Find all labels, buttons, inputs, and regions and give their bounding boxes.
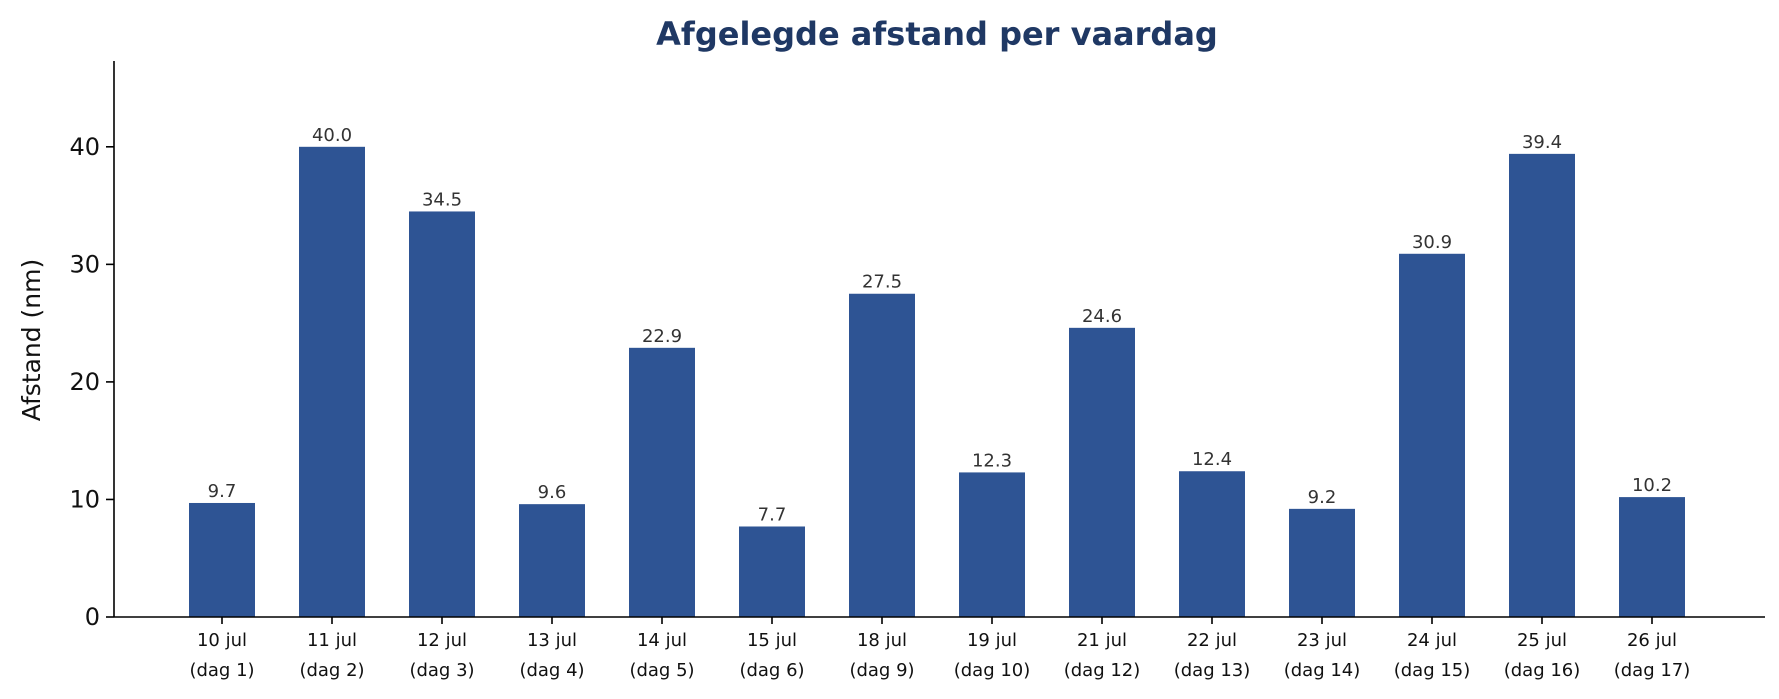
bar	[739, 526, 805, 617]
x-tick-sublabel: (dag 1)	[189, 660, 254, 681]
bar	[299, 146, 365, 617]
x-tick-sublabel: (dag 14)	[1284, 660, 1361, 681]
bar	[189, 502, 255, 617]
bar	[409, 211, 475, 618]
bar	[1179, 471, 1245, 617]
data-label: 24.6	[1082, 306, 1122, 327]
y-tick-label: 10	[69, 485, 100, 513]
x-tick-label: 24 jul	[1407, 630, 1457, 651]
x-tick-sublabel: (dag 3)	[409, 660, 474, 681]
x-tick-label: 15 jul	[747, 630, 797, 651]
x-tick-sublabel: (dag 4)	[519, 660, 584, 681]
chart-title: Afgelegde afstand per vaardag	[656, 15, 1218, 53]
bar	[519, 504, 585, 617]
x-tick-sublabel: (dag 5)	[629, 660, 694, 681]
x-tick-sublabel: (dag 10)	[954, 660, 1031, 681]
x-tick-sublabel: (dag 16)	[1504, 660, 1581, 681]
x-tick-sublabel: (dag 6)	[739, 660, 804, 681]
data-label: 34.5	[422, 189, 462, 210]
y-axis-label: Afstand (nm)	[17, 259, 46, 422]
x-tick-label: 21 jul	[1077, 630, 1127, 651]
plot-area: 0 10 20 30 40 9.7 10 jul (dag 1) 40.0 11 jul (dag …	[69, 125, 1690, 681]
x-tick-label: 23 jul	[1297, 630, 1347, 651]
data-label: 10.2	[1632, 475, 1672, 496]
data-label: 30.9	[1412, 232, 1452, 253]
x-tick-label: 19 jul	[967, 630, 1017, 651]
x-tick-label: 25 jul	[1517, 630, 1567, 651]
x-tick-label: 22 jul	[1187, 630, 1237, 651]
x-tick-label: 11 jul	[307, 630, 357, 651]
data-label: 40.0	[312, 125, 352, 146]
bar	[629, 347, 695, 617]
data-label: 9.2	[1308, 487, 1337, 508]
x-tick-label: 13 jul	[527, 630, 577, 651]
x-tick-label: 10 jul	[197, 630, 247, 651]
x-tick-label: 26 jul	[1627, 630, 1677, 651]
bar	[1399, 253, 1465, 617]
data-label: 9.7	[208, 481, 237, 502]
bar	[1509, 153, 1575, 617]
x-tick-sublabel: (dag 9)	[849, 660, 914, 681]
x-tick-sublabel: (dag 12)	[1064, 660, 1141, 681]
y-tick-label: 40	[69, 133, 100, 161]
x-tick-sublabel: (dag 15)	[1394, 660, 1471, 681]
x-tick-sublabel: (dag 17)	[1614, 660, 1691, 681]
x-tick-label: 18 jul	[857, 630, 907, 651]
y-tick-label: 30	[69, 250, 100, 278]
x-tick-sublabel: (dag 13)	[1174, 660, 1251, 681]
x-tick-sublabel: (dag 2)	[299, 660, 364, 681]
data-label: 7.7	[758, 504, 787, 525]
data-label: 12.4	[1192, 449, 1232, 470]
data-label: 39.4	[1522, 132, 1562, 153]
y-tick-label: 0	[85, 603, 100, 631]
data-label: 27.5	[862, 272, 902, 293]
bar	[959, 472, 1025, 617]
data-label: 9.6	[538, 482, 567, 503]
bar	[1289, 508, 1355, 617]
data-label: 12.3	[972, 450, 1012, 471]
bar	[1069, 327, 1135, 617]
bar	[849, 293, 915, 617]
x-tick-label: 14 jul	[637, 630, 687, 651]
x-tick-label: 12 jul	[417, 630, 467, 651]
y-tick-label: 20	[69, 368, 100, 396]
data-label: 22.9	[642, 326, 682, 347]
bar	[1619, 497, 1685, 617]
